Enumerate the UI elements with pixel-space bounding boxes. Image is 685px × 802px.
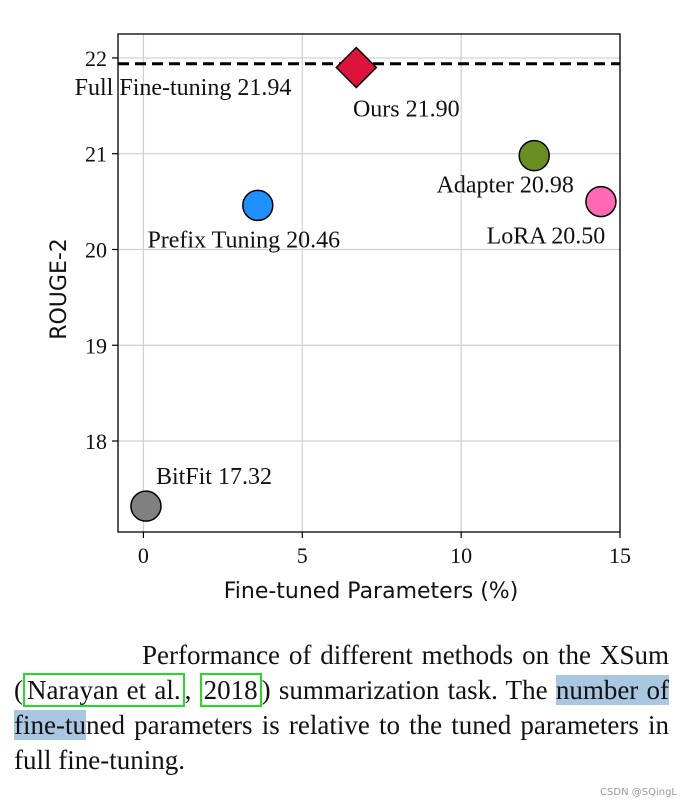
point-label-ours: Ours 21.90 <box>353 97 460 123</box>
point-label-adapter: Adapter 20.98 <box>437 173 574 199</box>
x-tick-label-5: 5 <box>297 543 308 568</box>
scatter-chart: 0 5 10 15 18 19 20 21 22 Fine-tuned Parameters (%… <box>47 33 631 604</box>
x-tick-label-15: 15 <box>609 543 631 568</box>
reference-line-label: Full Fine-tuning 21.94 <box>75 75 292 101</box>
caption-text-part3: ned parameters is relative to the tuned … <box>14 710 669 775</box>
caption-text-part1: Performance of different methods on the … <box>14 640 669 705</box>
y-tick-label-22: 22 <box>85 46 107 71</box>
y-tick-label-20: 20 <box>85 237 107 262</box>
plot-frame <box>117 33 621 533</box>
caption-separator: , <box>184 675 200 705</box>
citation-author-link[interactable]: Narayan et al. <box>23 673 185 707</box>
y-axis-label: ROUGE-2 <box>47 238 72 340</box>
y-tick-label-18: 18 <box>85 429 107 454</box>
point-label-lora: LoRA 20.50 <box>487 224 606 250</box>
point-label-prefix-tuning: Prefix Tuning 20.46 <box>147 227 340 253</box>
point-label-bitfit: BitFit 17.32 <box>156 464 272 490</box>
citation-year-link[interactable]: 2018 <box>199 673 262 707</box>
y-tick-label-19: 19 <box>85 333 107 358</box>
x-axis-label: Fine-tuned Parameters (%) <box>224 579 519 604</box>
point-bitfit <box>130 490 162 522</box>
caption-text-part2: ) summarization task. The <box>261 675 556 705</box>
watermark: CSDN @SQingL <box>600 787 677 798</box>
point-ours <box>335 46 378 89</box>
point-adapter <box>518 139 550 172</box>
figure-caption: Performance of different methods on the … <box>14 638 670 778</box>
x-tick-label-0: 0 <box>138 543 149 568</box>
y-tick-label-21: 21 <box>85 142 107 167</box>
point-prefix-tuning <box>242 189 274 222</box>
point-lora <box>585 185 617 218</box>
x-tick-label-10: 10 <box>450 543 472 568</box>
